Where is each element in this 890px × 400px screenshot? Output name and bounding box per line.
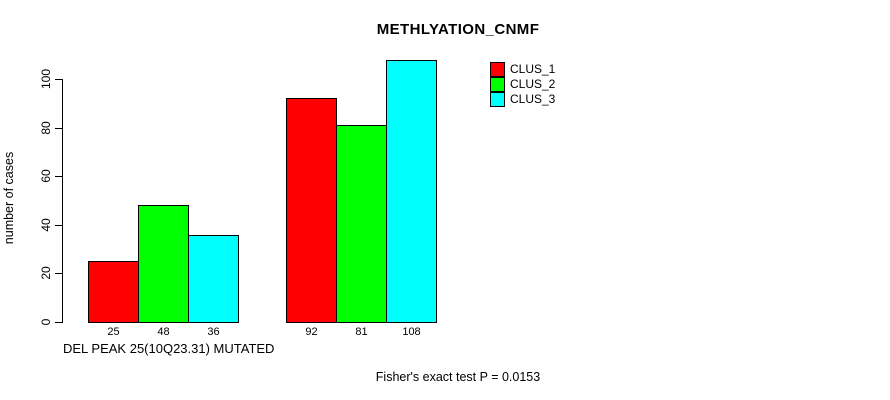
y-tick-label: 100	[39, 68, 53, 90]
legend-label: CLUS_3	[510, 92, 556, 106]
y-tick-label: 0	[39, 318, 53, 326]
x-axis-title: DEL PEAK 25(10Q23.31) MUTATED	[63, 341, 275, 356]
legend-item-clus_1: CLUS_1	[490, 62, 555, 77]
bar-value-label: 81	[355, 326, 368, 338]
y-tick-mark	[55, 322, 62, 323]
y-tick-mark	[55, 127, 62, 129]
bar-clus_2-group2	[336, 125, 387, 323]
fisher-test-annotation: Fisher's exact test P = 0.0153	[375, 370, 541, 384]
y-tick-mark	[55, 176, 62, 178]
y-tick-mark	[55, 273, 62, 275]
bar-clus_1-group1	[88, 261, 139, 323]
legend-swatch-icon	[490, 77, 505, 92]
bar-clus_3-group2	[386, 59, 437, 323]
y-tick-mark	[55, 79, 62, 80]
y-tick-label: 60	[39, 169, 53, 183]
legend-label: CLUS_1	[510, 62, 556, 76]
bar-value-label: 108	[402, 326, 421, 338]
bar-value-label: 92	[305, 326, 318, 338]
chart-title: METHLYATION_CNMF	[376, 21, 540, 38]
bar-clus_3-group1	[188, 234, 239, 323]
legend-item-clus_3: CLUS_3	[490, 92, 555, 107]
y-axis-title: number of cases	[2, 151, 16, 245]
legend: CLUS_1 CLUS_2 CLUS_3	[490, 62, 555, 107]
y-tick-label: 40	[39, 218, 53, 232]
legend-item-clus_2: CLUS_2	[490, 77, 555, 92]
legend-label: CLUS_2	[510, 77, 556, 91]
bar-value-label: 48	[157, 326, 170, 338]
y-tick-mark	[55, 224, 62, 226]
legend-swatch-icon	[490, 92, 505, 107]
y-axis-line	[62, 79, 63, 323]
bar-value-label: 36	[207, 326, 220, 338]
y-tick-label: 80	[39, 120, 53, 135]
y-tick-label: 20	[39, 266, 53, 281]
bar-clus_1-group2	[286, 98, 337, 323]
bar-clus_2-group1	[138, 205, 189, 323]
legend-swatch-icon	[490, 62, 505, 77]
bar-value-label: 25	[107, 326, 120, 338]
